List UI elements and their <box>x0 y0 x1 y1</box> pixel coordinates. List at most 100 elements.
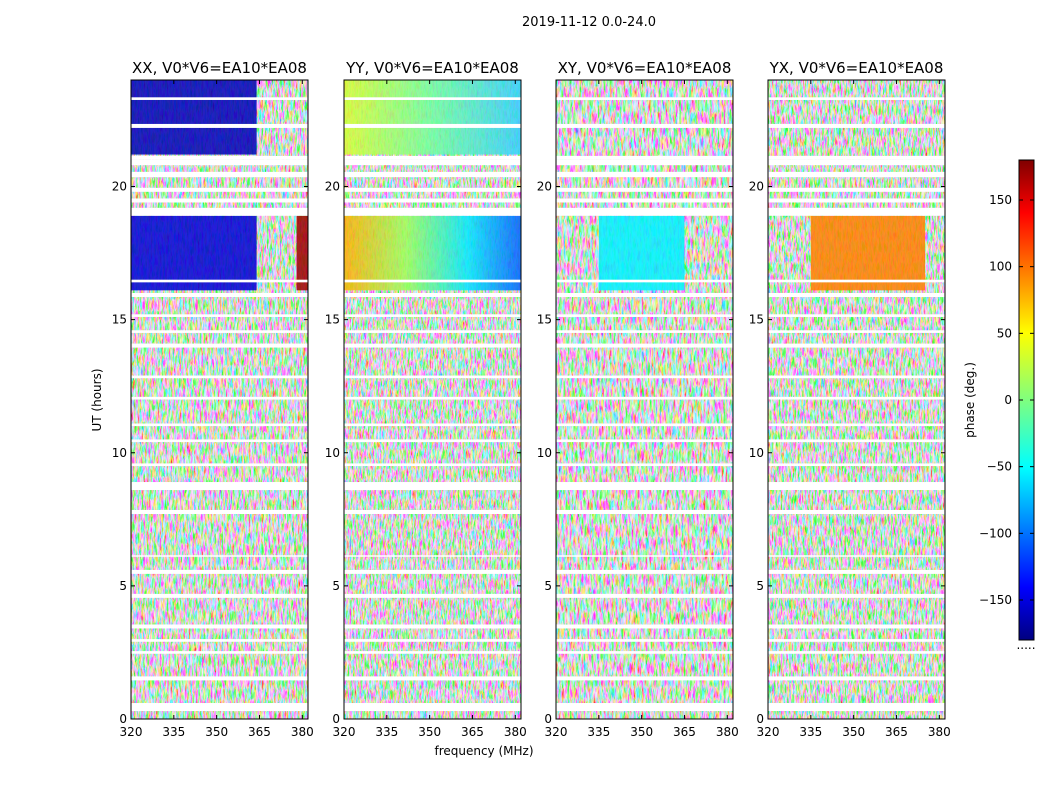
x-tick-label: 350 <box>842 725 865 739</box>
colorbar-tick-label: 100 <box>989 260 1012 274</box>
y-tick-label: 0 <box>119 712 127 726</box>
y-tick-label: 5 <box>119 579 127 593</box>
flagged-row <box>768 593 945 598</box>
flagged-row <box>768 293 945 297</box>
flagged-row <box>768 651 945 654</box>
flagged-row <box>768 676 945 681</box>
y-tick-label: 5 <box>332 579 340 593</box>
flagged-row <box>556 123 733 128</box>
flagged-row <box>556 97 733 100</box>
flagged-row <box>768 569 945 574</box>
y-tick-label: 0 <box>756 712 764 726</box>
y-tick-label: 10 <box>749 446 764 460</box>
panel-title: XX, V0*V6=EA10*EA08 <box>132 59 307 77</box>
flagged-row <box>344 509 521 514</box>
flagged-row <box>344 651 521 654</box>
flagged-row <box>131 509 308 514</box>
flagged-row <box>344 293 521 297</box>
colorbar-tick-label: 50 <box>997 326 1012 340</box>
colorbar: 150 100 50 0 −50 −100 −150 phase (deg.) ..... <box>963 159 1036 652</box>
flagged-row <box>131 198 308 203</box>
flagged-row <box>556 639 733 642</box>
flagged-row <box>556 198 733 203</box>
flagged-row <box>131 439 308 443</box>
flagged-row <box>131 463 308 467</box>
x-tick-label: 320 <box>757 725 780 739</box>
y-tick-label: 20 <box>112 180 127 194</box>
x-tick-label: 350 <box>630 725 653 739</box>
colorbar-tick-label: 150 <box>989 193 1012 207</box>
colorbar-footer: ..... <box>1016 638 1035 652</box>
flagged-row <box>344 375 521 379</box>
flagged-row <box>344 171 521 178</box>
x-tick-label: 335 <box>799 725 822 739</box>
x-tick-label: 380 <box>928 725 951 739</box>
flagged-row <box>556 171 733 178</box>
flagged-row <box>344 676 521 681</box>
flagged-row <box>556 375 733 379</box>
flagged-row <box>344 624 521 629</box>
y-tick-label: 20 <box>325 180 340 194</box>
flagged-row <box>344 123 521 128</box>
coherent-segment <box>131 215 257 291</box>
panel-frame <box>767 79 946 720</box>
flagged-row <box>768 463 945 467</box>
flagged-row <box>344 569 521 574</box>
coherent-segment <box>598 215 685 291</box>
flagged-row <box>556 676 733 681</box>
x-tick-label: 335 <box>587 725 610 739</box>
coherent-segment <box>344 80 521 155</box>
panel-yx: YX, V0*V6=EA10*EA08 320 335 350 365 380 0 5 10 15… <box>749 59 951 739</box>
x-tick-label: 335 <box>162 725 185 739</box>
flagged-row <box>556 463 733 467</box>
flagged-row <box>556 624 733 629</box>
colorbar-label: phase (deg.) <box>963 362 977 438</box>
flagged-row <box>344 159 521 166</box>
flagged-row <box>344 187 521 192</box>
x-tick-label: 320 <box>545 725 568 739</box>
flagged-row <box>131 593 308 598</box>
flagged-row <box>131 482 308 491</box>
flagged-row <box>768 198 945 203</box>
y-tick-label: 10 <box>537 446 552 460</box>
flagged-row <box>344 639 521 642</box>
flagged-row <box>768 159 945 166</box>
y-tick-label: 10 <box>112 446 127 460</box>
flagged-row <box>131 155 308 160</box>
panel-title: YX, V0*V6=EA10*EA08 <box>769 59 944 77</box>
flagged-row <box>344 155 521 160</box>
flagged-row <box>131 343 308 348</box>
flagged-row <box>131 639 308 642</box>
flagged-row <box>556 293 733 297</box>
x-axis-label: frequency (MHz) <box>434 744 533 758</box>
x-tick-label: 320 <box>120 725 143 739</box>
flagged-row <box>768 330 945 333</box>
flagged-row <box>768 207 945 216</box>
flagged-row <box>768 97 945 100</box>
flagged-row <box>131 375 308 379</box>
x-tick-label: 365 <box>673 725 696 739</box>
panel-frame <box>130 79 309 720</box>
flagged-row <box>768 375 945 379</box>
coherent-segment <box>810 215 926 291</box>
flagged-row <box>131 555 308 557</box>
y-axis-label: UT (hours) <box>90 368 104 431</box>
flagged-row <box>556 314 733 317</box>
y-tick-label: 5 <box>544 579 552 593</box>
colorbar-tick-label: −50 <box>987 460 1012 474</box>
y-tick-label: 10 <box>325 446 340 460</box>
x-tick-label: 380 <box>504 725 527 739</box>
coherent-segment <box>296 215 308 291</box>
flagged-row <box>131 97 308 100</box>
flagged-row <box>768 343 945 348</box>
x-tick-label: 365 <box>248 725 271 739</box>
y-tick-label: 15 <box>112 313 127 327</box>
panel-xy: XY, V0*V6=EA10*EA08 320 335 350 365 380 0 5 10 15… <box>537 59 739 739</box>
flagged-row <box>768 624 945 629</box>
x-tick-label: 350 <box>418 725 441 739</box>
panel-yy: YY, V0*V6=EA10*EA08 320 335 350 365 380 0 5 10 15… <box>325 59 527 739</box>
flagged-row <box>768 555 945 557</box>
figure-title: 2019-11-12 0.0-24.0 <box>522 15 656 30</box>
flagged-row <box>556 159 733 166</box>
